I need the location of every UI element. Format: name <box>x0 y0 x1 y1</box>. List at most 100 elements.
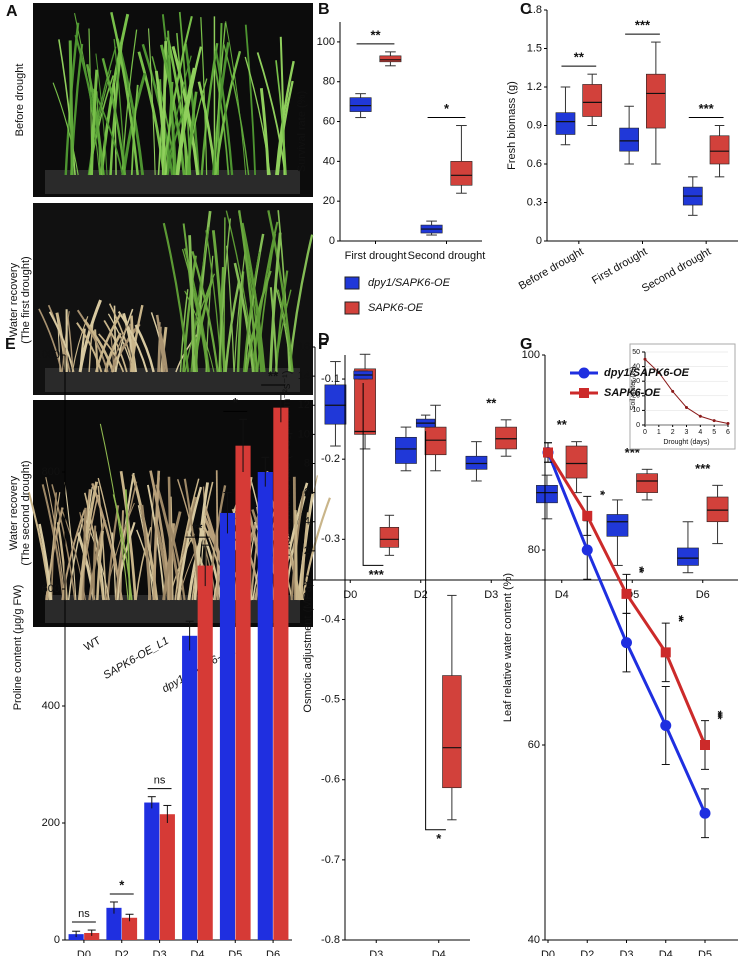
plant-leaf <box>140 504 152 601</box>
x-tick-label: D3 <box>619 949 633 956</box>
y-tick-label: 0 <box>304 574 310 586</box>
significance: *** <box>635 18 651 33</box>
plant-leaf <box>58 39 76 176</box>
box <box>379 526 400 548</box>
panel-letter: C <box>520 1 532 18</box>
significance: * <box>119 877 125 892</box>
plant-leaf <box>274 282 293 373</box>
plant-leaf <box>256 233 277 373</box>
y-tick-label: 1000 <box>36 349 60 361</box>
marker <box>621 637 632 649</box>
legend-swatch <box>344 276 360 290</box>
plant-leaf <box>166 36 190 176</box>
y-tick-label: 50 <box>632 349 640 356</box>
plant-leaf <box>91 482 124 601</box>
marker <box>621 588 632 599</box>
x-tick-label: 1 <box>657 429 661 436</box>
plant-leaf <box>61 311 70 373</box>
plant-leaf <box>299 512 310 601</box>
y-tick-label: 400 <box>42 700 60 712</box>
significance: * <box>436 831 442 846</box>
marker <box>543 447 553 458</box>
box <box>324 384 347 425</box>
x-tick-label: Second drought <box>408 250 486 262</box>
bar <box>121 917 138 940</box>
plant-leaf <box>87 46 117 176</box>
y-tick-label: 0.3 <box>527 196 542 208</box>
box <box>442 675 462 789</box>
plant-leaf <box>225 21 247 176</box>
plant-leaf <box>110 324 128 373</box>
plant-leaf <box>213 62 230 176</box>
plant-leaf <box>45 477 66 601</box>
x-tick-label: Second drought <box>640 246 713 295</box>
plant-leaf <box>176 486 203 601</box>
box <box>354 368 376 435</box>
y-tick-label: 0 <box>636 422 640 429</box>
plant-leaf <box>238 210 259 373</box>
y-tick-label: 0 <box>54 934 60 946</box>
y-tick-label: 0 <box>536 235 542 247</box>
x-tick-label: Before drought <box>517 246 586 293</box>
marker <box>700 740 710 750</box>
x-tick-label: D2 <box>115 949 129 956</box>
plant-leaf <box>95 313 122 373</box>
y-tick-label: 800 <box>42 466 60 478</box>
marker <box>671 389 675 393</box>
marker <box>581 544 593 556</box>
x-tick-label: D3 <box>153 949 167 956</box>
x-tick-label: D6 <box>266 949 280 956</box>
significance: ns <box>154 775 166 787</box>
photo-label: Water recovery <box>8 475 20 550</box>
plant-leaf <box>166 55 192 176</box>
y-tick-label: -0.3 <box>321 533 340 545</box>
plant-leaf <box>256 52 287 176</box>
y-tick-label: 20 <box>323 195 335 207</box>
bar <box>197 565 213 940</box>
plant-leaf <box>182 255 197 373</box>
plant-leaf <box>269 287 278 373</box>
plant-leaf <box>200 42 219 176</box>
plant-leaf <box>191 251 219 373</box>
significance: *** <box>695 461 711 476</box>
plant-leaf <box>174 478 200 601</box>
plant-leaf <box>98 333 125 373</box>
plant-leaf <box>76 309 109 373</box>
x-tick-label: D0 <box>77 949 91 956</box>
plant-leaf <box>214 50 234 176</box>
plant-leaf <box>52 82 79 176</box>
marker <box>699 807 711 819</box>
panel-letter: B <box>318 1 330 18</box>
significance: ** <box>574 50 585 65</box>
plant-leaf <box>186 91 198 176</box>
plant-leaf <box>214 22 227 176</box>
plant-leaf <box>113 82 117 176</box>
significance: *** <box>369 567 385 582</box>
box <box>395 436 417 464</box>
x-tick-label: 3 <box>685 429 689 436</box>
bar <box>159 814 175 940</box>
plant-leaf <box>233 253 246 373</box>
box <box>349 97 372 112</box>
plant-leaf <box>124 489 131 601</box>
significance: ** <box>192 521 203 536</box>
y-tick-label: 1.8 <box>527 4 542 16</box>
plant-leaf <box>276 80 294 176</box>
plant-leaf <box>162 15 193 176</box>
y-tick-label: 100 <box>522 349 540 361</box>
bar <box>257 472 273 940</box>
plant-leaf <box>233 262 255 373</box>
plant-leaf <box>149 470 172 601</box>
significance: ** <box>370 27 381 42</box>
y-tick-label: -0.6 <box>321 774 340 786</box>
y-tick-label: 200 <box>42 817 60 829</box>
plant-leaf <box>218 218 232 373</box>
plant-leaf <box>155 314 166 373</box>
legend-marker <box>578 367 590 379</box>
plant-leaf <box>176 32 187 176</box>
plant-leaf <box>79 512 95 601</box>
plant-leaf <box>134 324 155 373</box>
y-axis-label: Proline content (μg/g FW) <box>12 585 24 711</box>
box <box>636 473 658 493</box>
x-tick-label: D4 <box>432 949 446 956</box>
